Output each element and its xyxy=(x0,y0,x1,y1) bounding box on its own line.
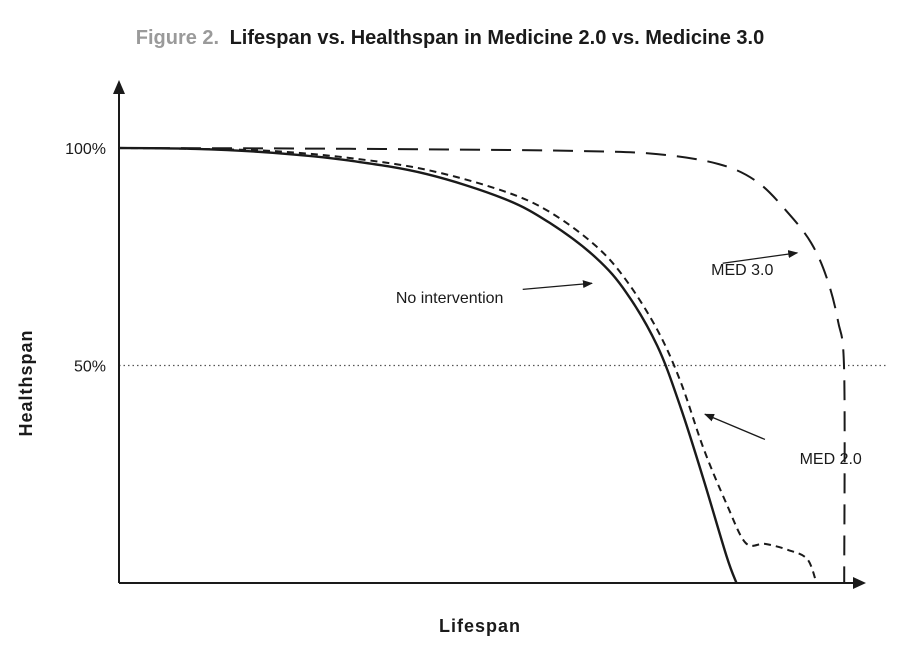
series-line-med-3-0 xyxy=(118,147,846,584)
chart-title-prefix: Figure 2. xyxy=(136,27,219,49)
x-axis-title: Lifespan xyxy=(439,616,521,636)
chart-title: Figure 2. Lifespan vs. Healthspan in Med… xyxy=(136,27,764,49)
y-axis-arrow-icon xyxy=(113,80,125,94)
annotations: No intervention MED 2.0 MED 3.0 xyxy=(396,250,862,468)
series-line-no-intervention xyxy=(118,146,738,584)
series-line-med-2-0 xyxy=(118,147,818,584)
x-axis-arrow-icon xyxy=(853,577,866,589)
axes xyxy=(113,80,866,589)
annotation-label-no-intervention: No intervention xyxy=(396,290,504,307)
annotation-label-med-2-0: MED 2.0 xyxy=(800,451,862,468)
annotation-arrow-med-3-0 xyxy=(722,250,799,264)
annotation-label-med-3-0: MED 3.0 xyxy=(711,262,773,279)
y-tick-label-100: 100% xyxy=(65,141,106,158)
y-axis-title: Healthspan xyxy=(16,329,36,436)
y-tick-label-50: 50% xyxy=(74,359,106,376)
annotation-arrow-med-2-0 xyxy=(704,413,766,441)
series-lines xyxy=(118,146,846,584)
chart-title-main: Lifespan vs. Healthspan in Medicine 2.0 … xyxy=(230,27,765,49)
annotation-arrow-no-intervention xyxy=(522,280,593,291)
